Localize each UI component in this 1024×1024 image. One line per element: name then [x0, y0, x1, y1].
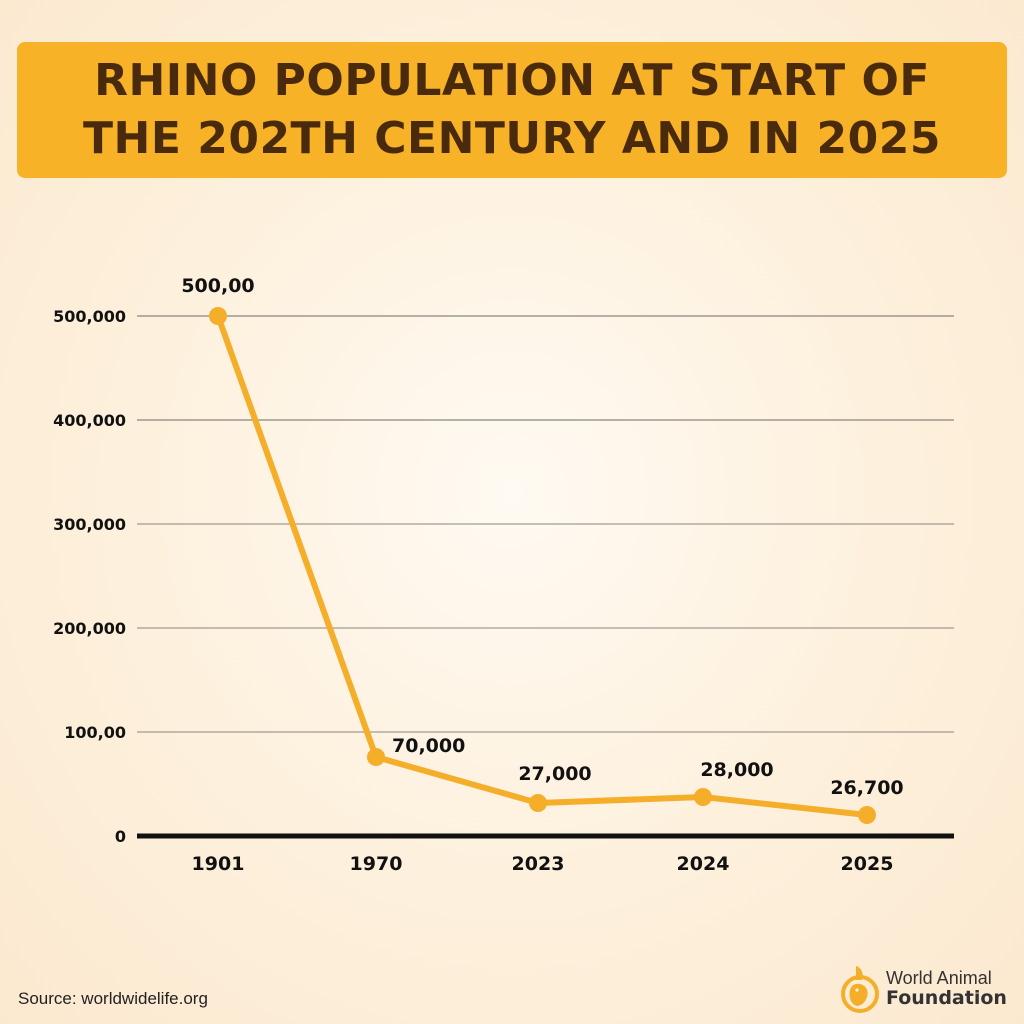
y-tick-label: 400,000: [53, 411, 126, 430]
logo-text-line-1: World Animal: [886, 968, 992, 988]
y-tick-label: 500,000: [53, 307, 126, 326]
y-tick-label: 100,00: [64, 723, 126, 742]
data-point-1901: [209, 307, 227, 325]
animal-foundation-logo-icon: [841, 966, 879, 1013]
source-note: Source: worldwidelife.org: [18, 989, 208, 1008]
gridlines: [137, 315, 954, 733]
data-label-2025: 26,700: [830, 777, 903, 799]
y-axis: 500,000 400,000 300,000 200,000 100,00 0: [53, 307, 126, 846]
series-line: [215, 313, 870, 818]
y-tick-label: 0: [115, 827, 126, 846]
data-points: [209, 307, 876, 824]
chart-title-line-2: THE 202TH CENTURY AND IN 2025: [83, 113, 941, 164]
x-tick-label: 2024: [677, 853, 730, 875]
data-point-1970: [367, 748, 385, 766]
data-labels: 500,00 70,000 27,000 28,000 26,700: [181, 275, 903, 799]
y-tick-label: 300,000: [53, 515, 126, 534]
title-banner: RHINO POPULATION AT START OF THE 202TH C…: [17, 42, 1007, 178]
data-label-1970: 70,000: [392, 735, 465, 757]
data-label-1901: 500,00: [181, 275, 254, 297]
logo-text-line-2: Foundation: [886, 987, 1007, 1009]
data-point-2024: [694, 788, 712, 806]
x-tick-label: 1901: [192, 853, 245, 875]
world-animal-foundation-logo: World Animal Foundation: [840, 962, 1007, 1014]
data-point-2023: [529, 794, 547, 812]
x-tick-label: 1970: [350, 853, 403, 875]
data-label-2023: 27,000: [518, 763, 591, 785]
x-axis: 1901 1970 2023 2024 2025: [192, 853, 894, 875]
chart-title-line-1: RHINO POPULATION AT START OF: [94, 55, 930, 106]
data-label-2024: 28,000: [700, 759, 773, 781]
x-tick-label: 2025: [841, 853, 894, 875]
x-tick-label: 2023: [512, 853, 565, 875]
data-point-2025: [858, 806, 876, 824]
y-tick-label: 200,000: [53, 619, 126, 638]
